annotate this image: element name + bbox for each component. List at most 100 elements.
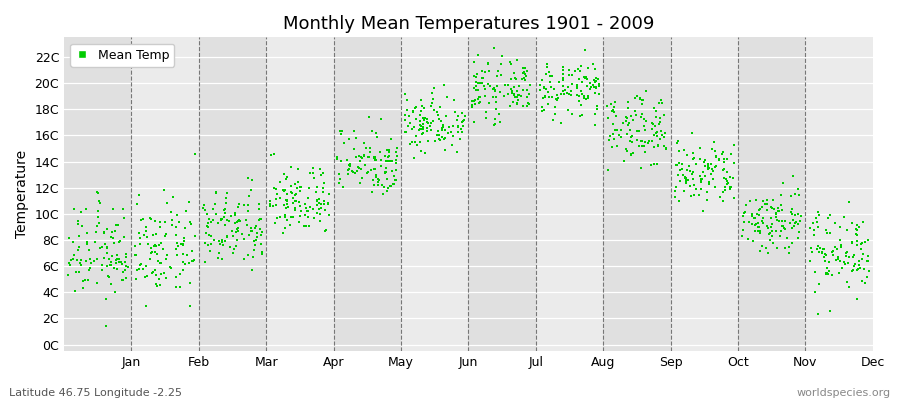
Point: [686, 150, 700, 156]
Point: [347, 170, 362, 177]
Point: [62, 235, 77, 241]
Point: [587, 84, 601, 91]
Point: [107, 265, 122, 271]
Point: [454, 129, 469, 136]
Point: [426, 118, 440, 125]
Point: [292, 219, 306, 225]
Point: [455, 122, 470, 129]
Point: [608, 113, 623, 119]
Point: [321, 201, 336, 207]
Point: [824, 249, 839, 255]
Point: [737, 210, 751, 216]
Point: [407, 124, 421, 130]
Point: [579, 74, 593, 80]
Point: [241, 202, 256, 208]
Point: [293, 184, 308, 190]
Point: [706, 168, 720, 174]
Point: [850, 237, 865, 244]
Point: [72, 269, 86, 276]
Point: [574, 102, 589, 108]
Point: [366, 166, 381, 172]
Point: [737, 209, 751, 216]
Point: [244, 224, 258, 231]
Point: [753, 228, 768, 234]
Point: [254, 241, 268, 248]
Point: [98, 241, 112, 248]
Point: [267, 185, 282, 191]
Point: [547, 104, 562, 111]
Point: [578, 75, 592, 81]
Point: [804, 244, 818, 251]
Point: [554, 120, 568, 127]
Point: [63, 256, 77, 263]
Point: [200, 211, 214, 218]
Point: [634, 165, 648, 171]
Point: [567, 68, 581, 74]
Point: [201, 224, 215, 230]
Point: [718, 176, 733, 182]
Point: [405, 139, 419, 145]
Point: [652, 119, 667, 126]
Point: [332, 180, 347, 186]
Point: [378, 165, 392, 171]
Point: [776, 223, 790, 229]
Point: [634, 100, 649, 107]
Point: [703, 161, 717, 167]
Point: [752, 230, 767, 236]
Point: [205, 217, 220, 223]
Point: [491, 67, 505, 74]
Point: [816, 246, 831, 252]
Point: [420, 120, 435, 126]
Point: [420, 118, 435, 125]
Point: [735, 212, 750, 219]
Point: [504, 86, 518, 92]
Point: [389, 160, 403, 166]
Point: [352, 165, 366, 171]
Point: [361, 154, 375, 160]
Point: [488, 116, 502, 122]
Point: [364, 149, 378, 155]
Point: [313, 172, 328, 179]
Point: [116, 277, 130, 284]
Point: [517, 69, 531, 76]
Point: [378, 169, 392, 176]
Point: [495, 53, 509, 60]
Point: [856, 250, 870, 257]
Point: [118, 266, 132, 273]
Point: [788, 190, 802, 197]
Point: [215, 216, 230, 222]
Point: [76, 285, 90, 291]
Point: [134, 217, 148, 223]
Point: [91, 189, 105, 196]
Point: [237, 202, 251, 208]
Point: [185, 248, 200, 254]
Point: [701, 164, 716, 170]
Point: [748, 228, 762, 234]
Point: [503, 59, 517, 65]
Point: [348, 154, 363, 160]
Point: [183, 303, 197, 309]
Point: [100, 244, 114, 250]
Point: [630, 137, 644, 144]
Point: [169, 274, 184, 280]
Point: [599, 103, 614, 109]
Point: [226, 233, 240, 240]
Point: [263, 200, 277, 207]
Point: [176, 251, 191, 258]
Point: [248, 242, 263, 248]
Point: [632, 143, 646, 149]
Point: [543, 72, 557, 79]
Point: [87, 258, 102, 264]
Point: [657, 143, 671, 149]
Point: [649, 130, 663, 137]
Point: [766, 197, 780, 203]
Point: [363, 144, 377, 151]
Point: [727, 160, 742, 167]
Point: [850, 266, 864, 273]
Point: [317, 201, 331, 207]
Point: [694, 186, 708, 192]
Point: [273, 213, 287, 220]
Point: [468, 101, 482, 108]
Point: [852, 262, 867, 268]
Point: [765, 232, 779, 239]
